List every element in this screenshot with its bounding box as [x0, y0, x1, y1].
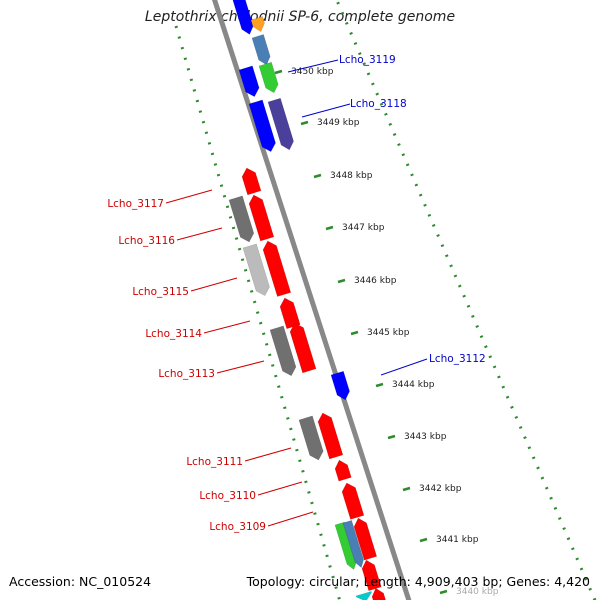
gene-feature[interactable] [230, 0, 255, 36]
gene-feature[interactable] [240, 166, 262, 196]
tick-label: 3446 kbp [354, 276, 397, 286]
gene-label-lcho_3114[interactable]: Lcho_3114 [145, 328, 202, 340]
tick-label: 3449 kbp [317, 118, 360, 128]
gene-feature[interactable] [242, 243, 272, 298]
gene-feature[interactable] [342, 520, 366, 569]
tick-mark [274, 69, 283, 75]
gene-label-lcho_3113[interactable]: Lcho_3113 [158, 368, 215, 380]
gene-leader-line [380, 358, 428, 376]
tick-mark [337, 278, 346, 284]
gene-label-lcho_3109[interactable]: Lcho_3109 [209, 521, 266, 533]
gene-label-lcho_3119[interactable]: Lcho_3119 [339, 54, 396, 66]
gene-label-lcho_3110[interactable]: Lcho_3110 [199, 490, 256, 502]
gene-label-lcho_3116[interactable]: Lcho_3116 [118, 235, 175, 247]
tick-label: 3444 kbp [392, 380, 435, 390]
gene-feature[interactable] [250, 16, 267, 33]
gene-leader-line [267, 511, 314, 527]
tick-label: 3441 kbp [436, 535, 479, 545]
gene-label-lcho_3118[interactable]: Lcho_3118 [350, 98, 407, 110]
gene-feature[interactable] [340, 481, 365, 520]
accession-text: Accession: NC_010524 [9, 574, 152, 589]
tick-mark [325, 225, 334, 231]
tick-label: 3445 kbp [367, 328, 410, 338]
gene-leader-line [244, 447, 292, 462]
tick-mark [419, 537, 428, 543]
gene-leader-line [216, 360, 265, 374]
tick-mark [313, 173, 322, 179]
gene-feature[interactable] [298, 415, 325, 462]
tick-label: 3450 kbp [291, 67, 334, 77]
gene-leader-line [190, 277, 238, 292]
gene-leader-line [301, 103, 351, 118]
backbone-line [211, 0, 412, 600]
gene-label-lcho_3111[interactable]: Lcho_3111 [186, 456, 243, 468]
gene-label-lcho_3112[interactable]: Lcho_3112 [429, 353, 486, 365]
gene-feature[interactable] [267, 97, 296, 152]
gene-feature[interactable] [258, 61, 280, 94]
tick-label: 3448 kbp [330, 171, 373, 181]
tick-label: 3442 kbp [419, 484, 462, 494]
tick-label: 3447 kbp [342, 223, 385, 233]
topology-text: Topology: circular; Length: 4,909,403 bp… [246, 574, 590, 589]
gene-feature[interactable] [251, 34, 272, 66]
gene-leader-line [176, 227, 223, 241]
gene-feature[interactable] [330, 370, 352, 402]
gene-leader-line [257, 481, 303, 496]
gene-feature[interactable] [228, 195, 256, 244]
tick-mark [439, 589, 448, 595]
tick-mark [375, 382, 384, 388]
gene-feature[interactable] [316, 411, 344, 460]
inner-dotted-ring [174, 25, 342, 600]
tick-mark [350, 330, 359, 336]
outer-dotted-ring [335, 0, 597, 600]
tick-mark [402, 486, 411, 492]
tick-mark [300, 120, 309, 126]
tick-label: 3440 kbp [456, 587, 499, 597]
gene-feature[interactable] [269, 325, 298, 378]
gene-feature[interactable] [352, 516, 378, 561]
gene-label-lines: Lcho_3119 Lcho_3118 Lcho_3117 Lcho_3116 Lcho… [107, 54, 485, 533]
gene-feature[interactable] [355, 591, 374, 600]
gene-label-lcho_3115[interactable]: Lcho_3115 [132, 286, 189, 298]
tick-marks: 3450 kbp 3449 kbp 3448 kbp 3447 kbp 3446 kbp… [274, 67, 499, 597]
gene-leader-line [165, 189, 213, 204]
tick-mark [387, 434, 396, 440]
tick-label: 3443 kbp [404, 432, 447, 442]
gene-feature[interactable] [248, 99, 278, 154]
gene-feature[interactable] [334, 521, 359, 571]
gene-feature[interactable] [278, 296, 301, 330]
gene-feature[interactable] [288, 321, 317, 374]
gene-feature[interactable] [360, 558, 382, 592]
gene-leader-line [287, 59, 339, 73]
gene-label-lcho_3117[interactable]: Lcho_3117 [107, 198, 164, 210]
gene-feature[interactable] [238, 65, 261, 99]
gene-feature[interactable] [247, 193, 275, 242]
gene-leader-line [203, 320, 251, 334]
gene-feature[interactable] [261, 239, 292, 297]
gene-feature[interactable] [333, 458, 352, 482]
gene-features [228, 0, 386, 600]
